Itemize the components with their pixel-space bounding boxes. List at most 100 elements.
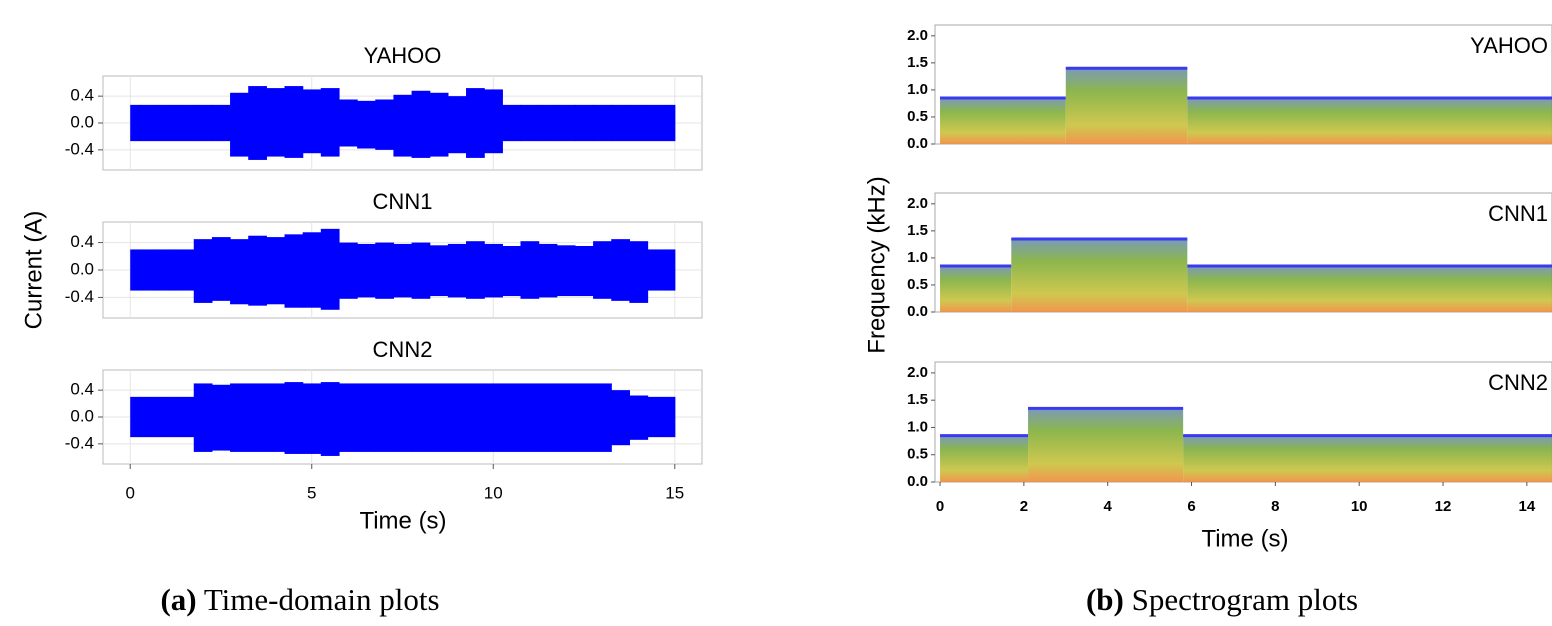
y-tick-label: -0.4 xyxy=(65,287,94,306)
signal-envelope xyxy=(357,243,376,298)
signal-envelope xyxy=(520,383,540,452)
signal-envelope xyxy=(411,242,431,299)
signal-envelope xyxy=(157,104,177,142)
signal-envelope xyxy=(647,396,667,438)
signal-envelope xyxy=(629,241,649,303)
caption-text: Time-domain plots xyxy=(204,582,440,617)
signal-envelope xyxy=(320,382,340,456)
signal-envelope xyxy=(284,86,304,158)
signal-envelope xyxy=(302,383,322,454)
signal-envelope xyxy=(357,383,376,452)
signal-envelope xyxy=(248,86,267,160)
signal-envelope xyxy=(211,104,231,142)
signal-envelope xyxy=(139,104,159,142)
signal-envelope xyxy=(230,383,249,452)
y-tick-label: 2.0 xyxy=(907,27,928,44)
signal-envelope xyxy=(175,104,195,142)
signal-envelope xyxy=(484,89,503,154)
spectral-band xyxy=(940,435,1029,482)
x-tick-label: 10 xyxy=(484,483,503,502)
signal-envelope xyxy=(230,239,249,305)
y-tick-label: 1.5 xyxy=(907,222,928,239)
signal-envelope xyxy=(647,249,667,291)
signal-envelope xyxy=(629,395,649,440)
y-tick-label: 0.4 xyxy=(70,86,94,105)
signal-envelope xyxy=(429,383,449,452)
signal-envelope xyxy=(130,396,140,438)
signal-envelope xyxy=(338,242,358,299)
signal-envelope xyxy=(429,92,449,157)
signal-envelope xyxy=(266,237,286,305)
y-axis-label: Frequency (kHz) xyxy=(863,176,890,353)
signal-envelope xyxy=(338,99,358,147)
x-axis-label: Time (s) xyxy=(1201,525,1288,552)
panel-title: CNN2 xyxy=(1488,370,1548,395)
signal-envelope xyxy=(193,239,213,303)
signal-envelope xyxy=(484,243,503,298)
signal-envelope xyxy=(447,96,467,154)
y-tick-label: 0.5 xyxy=(907,108,928,125)
signal-envelope xyxy=(520,104,540,142)
panel-title: CNN1 xyxy=(373,189,433,214)
signal-envelope xyxy=(230,92,249,157)
y-tick-label: -0.4 xyxy=(65,139,94,158)
signal-envelope xyxy=(248,383,267,452)
signal-envelope xyxy=(556,104,576,142)
spectral-band xyxy=(1187,98,1552,144)
y-tick-label: 1.5 xyxy=(907,391,928,408)
y-tick-label: 1.0 xyxy=(907,418,928,435)
signal-envelope xyxy=(338,383,358,452)
signal-envelope xyxy=(193,104,213,142)
signal-envelope xyxy=(320,228,340,310)
signal-envelope xyxy=(429,245,449,297)
y-tick-label: 1.0 xyxy=(907,249,928,266)
panel-title: YAHOO xyxy=(364,43,442,68)
signal-envelope xyxy=(411,383,431,452)
panel-title: YAHOO xyxy=(1470,33,1548,58)
y-tick-label: 0.0 xyxy=(907,303,928,320)
y-tick-label: 0.0 xyxy=(907,135,928,152)
signal-envelope xyxy=(466,88,485,158)
spectral-band xyxy=(1187,266,1552,312)
y-tick-label: 0.4 xyxy=(70,232,94,251)
signal-envelope xyxy=(538,104,558,142)
signal-envelope xyxy=(665,396,676,438)
y-axis-label: Current (A) xyxy=(20,211,47,330)
signal-envelope xyxy=(447,383,467,452)
signal-envelope xyxy=(574,383,594,452)
signal-envelope xyxy=(538,243,558,298)
signal-envelope xyxy=(502,104,522,142)
signal-envelope xyxy=(502,383,522,452)
y-tick-label: 0.5 xyxy=(907,276,928,293)
signal-envelope xyxy=(266,88,286,157)
signal-envelope xyxy=(393,243,413,298)
spectral-band xyxy=(1011,238,1188,312)
signal-envelope xyxy=(447,243,467,298)
signal-envelope xyxy=(130,249,140,291)
y-tick-label: 1.0 xyxy=(907,81,928,98)
signal-envelope xyxy=(411,90,431,158)
signal-envelope xyxy=(139,396,159,438)
signal-envelope xyxy=(611,239,630,301)
y-tick-label: 2.0 xyxy=(907,195,928,212)
y-tick-label: 0.0 xyxy=(70,112,94,131)
panel-title: CNN2 xyxy=(373,337,433,362)
x-tick-label: 8 xyxy=(1271,498,1279,515)
x-tick-label: 15 xyxy=(665,483,684,502)
signal-envelope xyxy=(302,89,322,154)
signal-envelope xyxy=(375,99,395,150)
x-tick-label: 14 xyxy=(1519,498,1536,515)
caption: (a) Time-domain plots xyxy=(160,582,439,617)
signal-envelope xyxy=(574,246,594,297)
signal-envelope xyxy=(538,383,558,452)
y-tick-label: 1.5 xyxy=(907,54,928,71)
signal-envelope xyxy=(556,245,576,297)
signal-envelope xyxy=(393,94,413,157)
signal-envelope xyxy=(484,383,503,452)
signal-envelope xyxy=(629,104,649,142)
signal-envelope xyxy=(284,382,304,454)
spectral-band xyxy=(940,266,1012,312)
y-tick-label: 0.4 xyxy=(70,380,94,399)
signal-envelope xyxy=(466,383,485,452)
